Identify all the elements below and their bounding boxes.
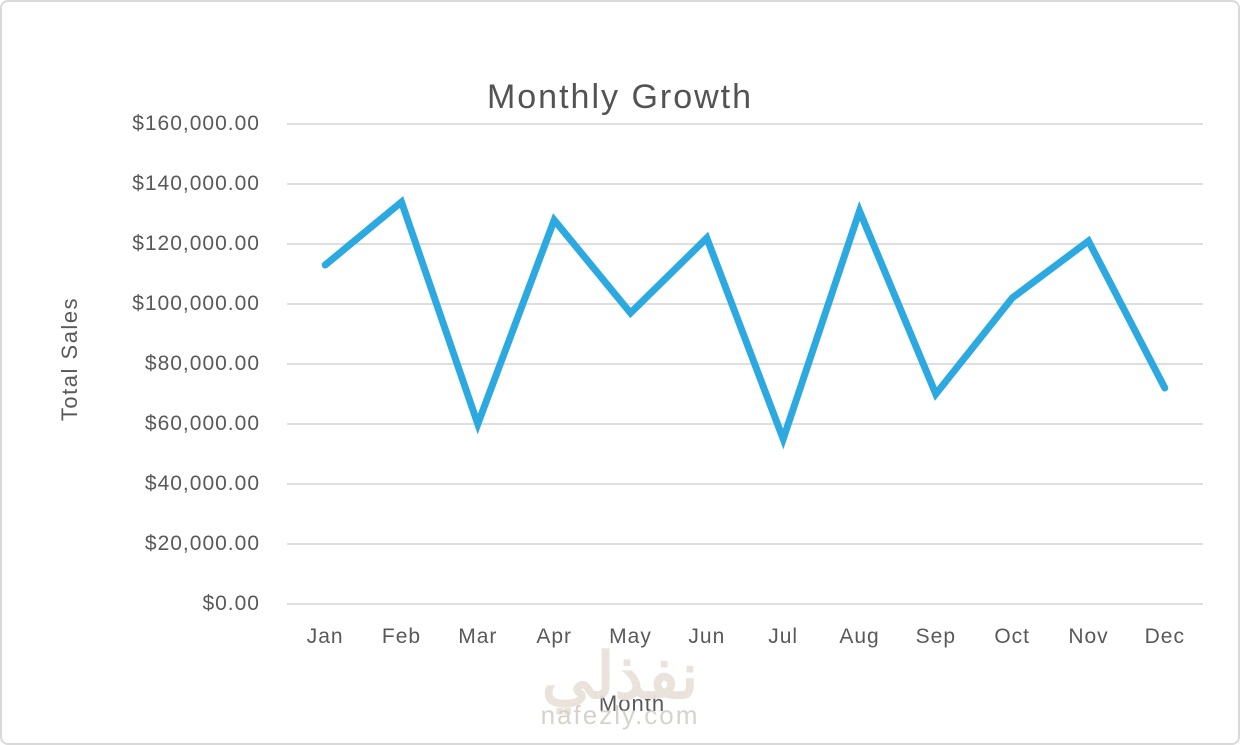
gridlines: [287, 123, 1203, 605]
y-axis-title: Total Sales: [57, 296, 82, 422]
x-tick-label: May: [609, 625, 652, 648]
y-tick-label: $160,000.00: [132, 112, 260, 135]
y-tick-label: $60,000.00: [144, 412, 260, 435]
x-tick-label: Jul: [768, 625, 799, 648]
y-tick-label: $40,000.00: [144, 472, 260, 495]
x-tick-label: Nov: [1068, 625, 1109, 648]
y-tick-label: $100,000.00: [132, 292, 260, 315]
x-tick-label: Aug: [839, 625, 880, 648]
x-tick-label: Feb: [381, 625, 422, 648]
x-tick-label: Jun: [688, 625, 726, 648]
y-tick-label: $140,000.00: [132, 172, 260, 195]
sales-series-line: [321, 196, 1169, 450]
y-tick-label: $20,000.00: [144, 532, 260, 555]
x-tick-label: Apr: [536, 625, 572, 648]
x-tick-label: Oct: [994, 625, 1030, 648]
x-tick-label: Sep: [915, 625, 957, 648]
x-tick-label: Mar: [458, 625, 498, 648]
x-tick-label: Jan: [306, 625, 344, 648]
x-tick-label: Dec: [1144, 625, 1185, 648]
y-tick-label: $80,000.00: [144, 352, 260, 375]
y-tick-label: $0.00: [202, 592, 260, 615]
chart-title: Monthly Growth: [486, 78, 754, 116]
y-tick-label: $120,000.00: [132, 232, 260, 255]
x-axis-title: Month: [598, 691, 666, 716]
